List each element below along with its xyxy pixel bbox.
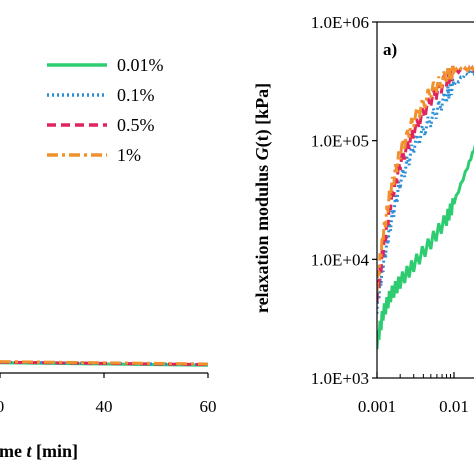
right-y-axis-label-var: G: [252, 147, 272, 160]
legend-label: 0.1%: [117, 85, 155, 105]
right-plot-frame: [376, 21, 474, 379]
right-series-line: [377, 64, 474, 293]
left-x-axis-label: ime t [min]: [0, 441, 78, 461]
left-x-tick-label: 0: [0, 397, 4, 416]
left-x-axis-label-prefix: ime: [0, 441, 26, 461]
left-panel: 0 40 60 ime t [min] 0.01% 0.1% 0.5% 1%: [0, 55, 217, 461]
left-x-axis-label-var: t: [26, 441, 32, 461]
right-x-tick-label: 0.01: [439, 397, 469, 416]
right-y-axis-label-unit: [kPa]: [252, 83, 272, 130]
left-x-tick-label: 40: [96, 397, 113, 416]
panel-label-a: a): [383, 40, 397, 59]
right-y-axis-label: relaxation modulus G(t) [kPa]: [252, 83, 273, 313]
right-y-tick-label: 1.0E+04: [311, 250, 370, 269]
right-y-tick-label: 1.0E+06: [311, 13, 369, 32]
right-x-ticks: 0.001 0.01: [358, 372, 469, 416]
right-series-line: [377, 143, 474, 350]
right-y-tick-label: 1.0E+03: [311, 369, 369, 388]
left-series-lines: [0, 360, 209, 367]
right-y-axis-label-prefix: relaxation modulus: [252, 160, 272, 313]
legend-label: 0.01%: [117, 55, 164, 75]
right-y-axis-label-paren: (t): [252, 129, 273, 147]
right-y-ticks: 1.0E+03 1.0E+04 1.0E+05 1.0E+06: [311, 13, 377, 388]
left-x-axis-label-unit: [min]: [32, 441, 79, 461]
left-x-tick-label: 60: [200, 397, 217, 416]
right-x-tick-label: 0.001: [358, 397, 396, 416]
right-y-tick-label: 1.0E+05: [311, 132, 369, 151]
left-x-ticks: 0 40 60: [0, 373, 217, 416]
right-panel: relaxation modulus G(t) [kPa] 1.0E+031.0…: [252, 13, 474, 416]
left-series-line: [0, 360, 209, 366]
legend-label: 0.5%: [117, 115, 155, 135]
legend: 0.01% 0.1% 0.5% 1%: [47, 55, 164, 165]
right-series-lines: [377, 64, 474, 350]
legend-label: 1%: [117, 145, 141, 165]
